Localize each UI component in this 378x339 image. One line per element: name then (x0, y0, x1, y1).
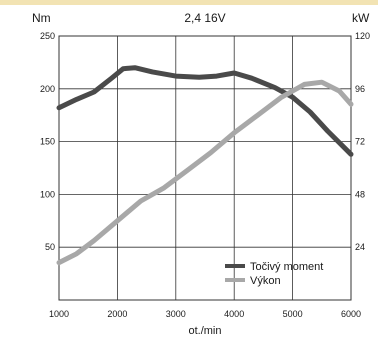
y-right-tick-label: 24 (355, 242, 365, 252)
plot-frame (58, 35, 352, 301)
x-axis-label: ot./min (188, 325, 221, 337)
y-left-unit-label: Nm (32, 11, 51, 25)
legend-label: Točivý moment (250, 261, 323, 273)
x-tick-label: 3000 (166, 309, 186, 319)
y-right-tick-label: 72 (355, 137, 365, 147)
y-right-tick-label: 120 (355, 31, 370, 41)
y-right-tick-label: 48 (355, 189, 365, 199)
chart-title: 2,4 16V (184, 11, 225, 25)
top-accent-bar (0, 0, 378, 5)
y-left-tick-label: 250 (40, 31, 55, 41)
x-tick-label: 5000 (283, 309, 303, 319)
y-left-tick-label: 150 (40, 137, 55, 147)
x-tick-label: 1000 (49, 309, 69, 319)
legend-label: Výkon (250, 275, 281, 287)
x-tick-label: 4000 (224, 309, 244, 319)
y-right-tick-label: 96 (355, 84, 365, 94)
power-series-line (56, 79, 354, 266)
x-tick-label: 2000 (107, 309, 127, 319)
y-left-tick-label: 100 (40, 189, 55, 199)
y-left-tick-label: 200 (40, 84, 55, 94)
x-tick-label: 6000 (341, 309, 361, 319)
y-left-tick-label: 50 (45, 242, 55, 252)
y-right-unit-label: kW (352, 11, 370, 25)
torque-series-line (56, 65, 354, 157)
